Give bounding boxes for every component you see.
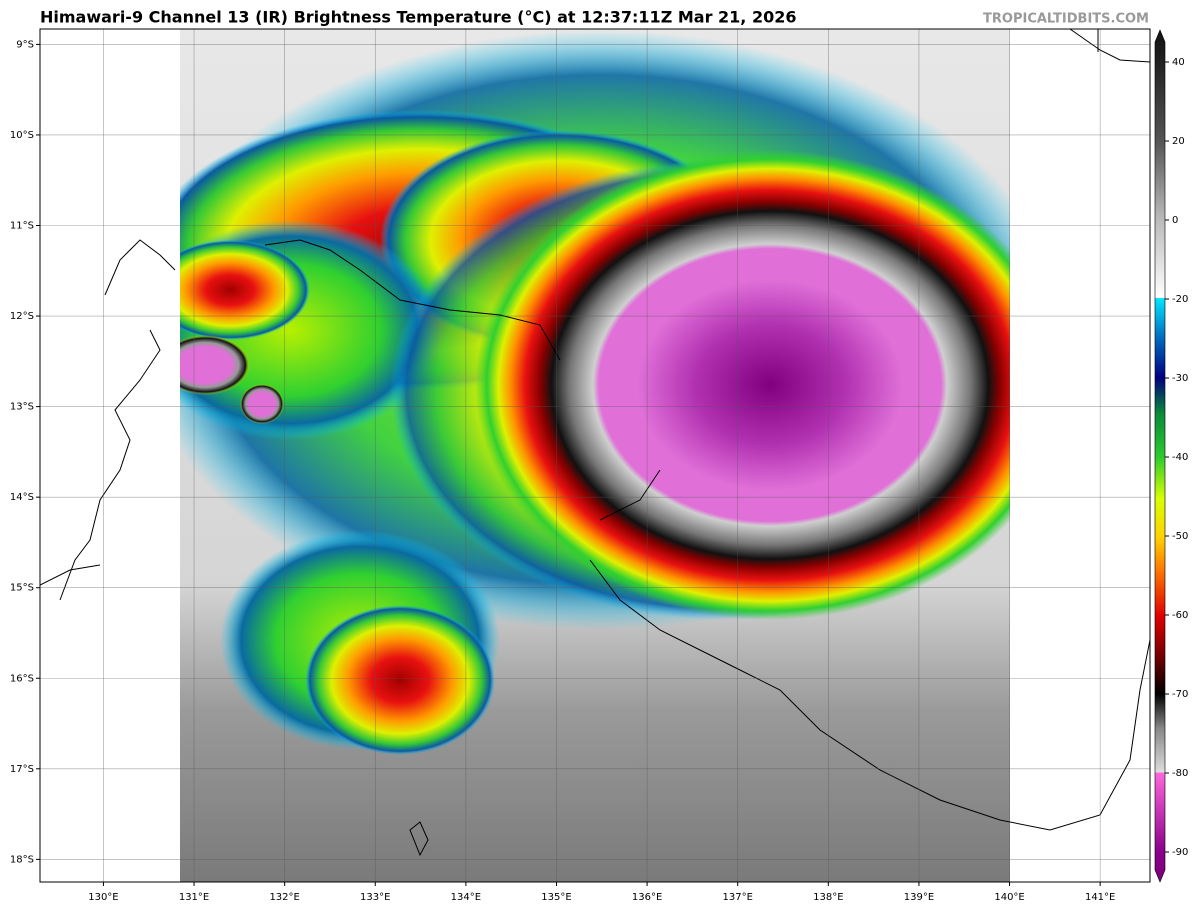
lat-tick-label: 13°S	[10, 402, 34, 413]
colorbar-tick-label: 0	[1172, 215, 1178, 226]
lat-tick-label: 17°S	[10, 764, 34, 775]
colorbar-tick-label: -40	[1172, 452, 1188, 463]
colorbar-tick-label: -80	[1172, 768, 1188, 779]
colorbar-ticks: 40 20 0 -20 -30 -40 -50 -60 -70 -80 -90	[1165, 57, 1188, 858]
lat-tick-label: 9°S	[16, 39, 34, 50]
lon-tick-label: 133°E	[360, 892, 390, 903]
lon-tick-label: 139°E	[904, 892, 934, 903]
colorbar-tick-label: -30	[1172, 373, 1188, 384]
colorbar-tick-label: -60	[1172, 610, 1188, 621]
lat-tick-label: 12°S	[10, 311, 34, 322]
lon-tick-label: 135°E	[541, 892, 571, 903]
lon-tick-label: 132°E	[269, 892, 299, 903]
lat-tick-label: 15°S	[10, 583, 34, 594]
colorbar-tick-label: 40	[1172, 57, 1185, 68]
title: Himawari-9 Channel 13 (IR) Brightness Te…	[40, 8, 796, 27]
colorbar-tick-label: -20	[1172, 294, 1188, 305]
colorbar	[1154, 29, 1166, 883]
lat-tick-label: 10°S	[10, 130, 34, 141]
colorbar-tick-label: 20	[1172, 136, 1185, 147]
lat-tick-label: 11°S	[10, 220, 34, 231]
lat-tick-label: 18°S	[10, 854, 34, 865]
satellite-imagery	[40, 29, 1150, 882]
colorbar-tick-label: -50	[1172, 531, 1188, 542]
lat-tick-label: 14°S	[10, 492, 34, 503]
lon-tick-label: 131°E	[179, 892, 209, 903]
lon-tick-label: 136°E	[632, 892, 662, 903]
graticule	[40, 29, 1150, 882]
lon-tick-label: 134°E	[451, 892, 481, 903]
lon-tick-label: 140°E	[994, 892, 1024, 903]
lon-tick-label: 141°E	[1085, 892, 1115, 903]
watermark: TROPICALTIDBITS.COM	[983, 12, 1149, 27]
lon-tick-label: 138°E	[813, 892, 843, 903]
lat-tick-label: 16°S	[10, 673, 34, 684]
colorbar-tick-label: -70	[1172, 689, 1188, 700]
colorbar-scale	[1154, 29, 1166, 883]
lon-tick-label: 130°E	[88, 892, 118, 903]
colorbar-tick-label: -90	[1172, 847, 1188, 858]
lon-tick-label: 137°E	[723, 892, 753, 903]
map-frame	[39, 28, 1151, 883]
